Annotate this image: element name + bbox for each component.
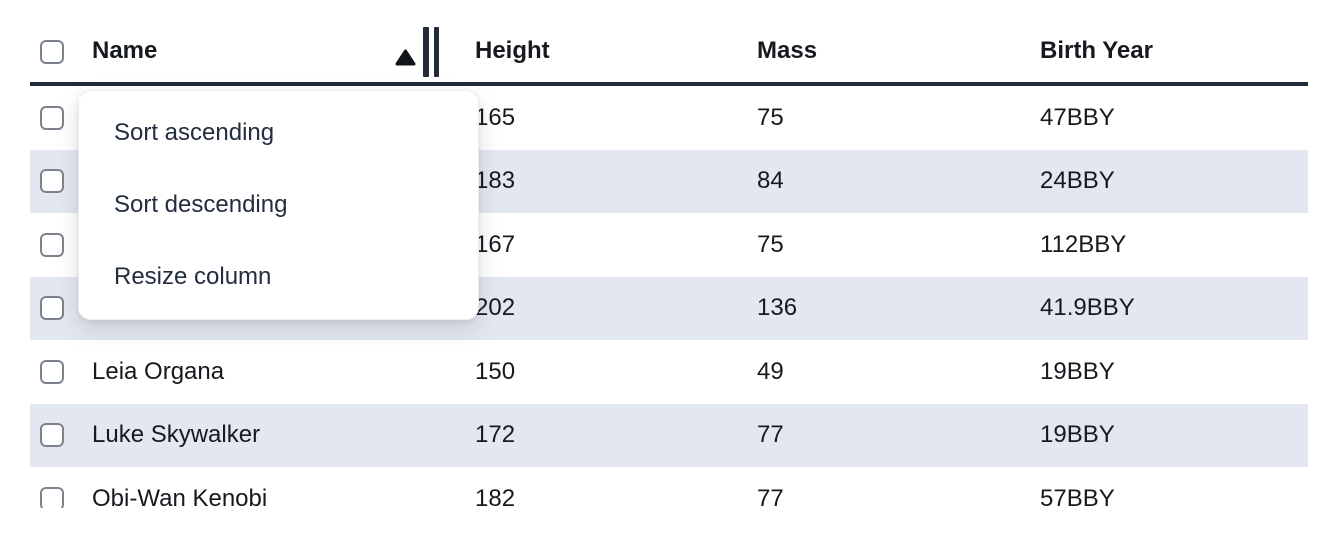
row-select-cell [30,404,80,468]
cell-height: 182 [475,484,516,508]
row-checkbox[interactable] [40,169,64,194]
cell-height: 150 [475,357,516,385]
column-header-name[interactable]: Name [80,0,460,82]
cell-name: Leia Organa [92,357,225,385]
row-checkbox[interactable] [40,423,64,448]
cell-birth-year: 19BBY [1040,421,1115,449]
select-all-checkbox[interactable] [40,40,64,64]
cell-birth-year: 57BBY [1040,484,1115,508]
column-header-mass-label: Mass [757,37,818,64]
row-select-cell [30,150,80,214]
column-header-birth-year-label: Birth Year [1040,37,1153,64]
column-header-name-label: Name [92,37,158,64]
context-menu-item[interactable]: Sort descending [79,169,478,241]
cell-birth-year: 47BBY [1040,103,1115,131]
row-select-cell [30,213,80,277]
row-select-cell [30,86,80,150]
column-header-height-label: Height [475,37,550,64]
table-row: Leia Organa 150 49 19BBY [30,340,1308,404]
column-header-mass[interactable]: Mass [742,0,1025,82]
cell-height: 202 [475,294,516,322]
sort-ascending-icon [395,45,416,66]
row-checkbox[interactable] [40,359,64,384]
table-row: Luke Skywalker 172 77 19BBY [30,403,1308,468]
cell-mass: 75 [757,230,784,258]
row-checkbox[interactable] [40,486,64,508]
context-menu-item[interactable]: Resize column [79,241,478,313]
cell-height: 167 [475,230,516,258]
cell-birth-year: 24BBY [1040,167,1115,195]
cell-height: 183 [475,167,516,195]
cell-mass: 77 [757,421,784,449]
column-header-birth-year[interactable]: Birth Year [1025,0,1306,82]
cell-height: 165 [475,103,516,131]
row-checkbox[interactable] [40,232,64,257]
table-row: Obi-Wan Kenobi 182 77 57BBY [30,467,1308,508]
cell-birth-year: 19BBY [1040,357,1115,385]
cell-birth-year: 112BBY [1040,230,1127,258]
column-context-menu: Sort ascending Sort descending Resize co… [78,90,479,320]
cell-mass: 49 [757,357,784,385]
row-select-cell [30,277,80,341]
cell-mass: 77 [757,484,784,508]
context-menu-item[interactable]: Sort ascending [79,97,478,169]
cell-name: Luke Skywalker [92,421,261,449]
cell-mass: 136 [757,294,798,322]
cell-mass: 75 [757,103,784,131]
cell-name: Obi-Wan Kenobi [92,484,268,508]
row-select-cell [30,340,80,404]
cell-height: 172 [475,421,516,449]
cell-mass: 84 [757,167,784,195]
column-resize-handle[interactable] [423,27,439,77]
column-header-height[interactable]: Height [460,0,742,82]
row-checkbox[interactable] [40,105,64,130]
row-checkbox[interactable] [40,296,64,321]
table-row: 167 75 112BBY [30,213,1308,277]
table-header-row: Name Height Mass Birth Year [30,0,1308,86]
row-select-cell [30,467,80,508]
cell-birth-year: 41.9BBY [1040,294,1135,322]
header-select-cell [30,0,80,82]
